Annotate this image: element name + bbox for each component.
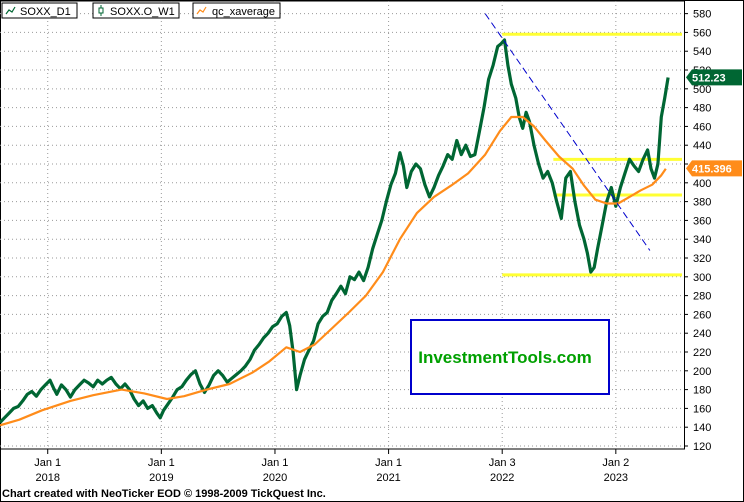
- legend-label-price: SOXX_D1: [20, 6, 71, 18]
- grid-lines: [0, 1, 684, 449]
- x-tick-label: Jan 3: [489, 457, 516, 469]
- x-tick-label: Jan 1: [375, 457, 402, 469]
- legend-label-weekly: SOXX.O_W1: [110, 6, 175, 18]
- watermark-box: [410, 319, 610, 395]
- y-tick-label: 500: [693, 84, 711, 96]
- series-layer: [0, 38, 670, 427]
- y-tick-label: 480: [693, 103, 711, 115]
- x-tick-year: 2022: [490, 472, 514, 484]
- y-tick-label: 540: [693, 46, 711, 58]
- average-value-tag: 415.396: [686, 160, 742, 177]
- legend: SOXX_D1 SOXX.O_W1 qc_xaverage: [1, 2, 281, 19]
- last-price-value: 512.23: [692, 72, 726, 84]
- last-price-tag: 512.23: [686, 69, 742, 86]
- x-tick-label: Jan 1: [34, 457, 61, 469]
- line-icon: [5, 6, 16, 15]
- price-series-line: [0, 38, 670, 424]
- y-tick-label: 380: [693, 197, 711, 209]
- x-tick-year: 2019: [149, 472, 173, 484]
- legend-box-price: [1, 2, 78, 19]
- legend-label-average: qc_xaverage: [212, 6, 275, 18]
- x-tick-year: 2020: [263, 472, 287, 484]
- x-tick-year: 2023: [604, 472, 628, 484]
- x-axis: Jan 1 2018 Jan 1 2019 Jan 1 2020 Jan 1 2021 Jan …: [34, 449, 629, 484]
- y-tick-label: 140: [693, 422, 711, 434]
- trendline-layer: [484, 13, 651, 251]
- x-tick-label: Jan 2: [602, 457, 629, 469]
- x-tick-year: 2018: [35, 472, 59, 484]
- x-tick-label: Jan 1: [148, 457, 175, 469]
- y-tick-label: 560: [693, 27, 711, 39]
- y-tick-label: 440: [693, 140, 711, 152]
- y-tick-label: 340: [693, 234, 711, 246]
- average-series-line: [0, 115, 667, 427]
- y-tick-label: 320: [693, 253, 711, 265]
- y-tick-label: 280: [693, 291, 711, 303]
- y-tick-label: 360: [693, 215, 711, 227]
- y-tick-label: 200: [693, 366, 711, 378]
- candle-icon: [98, 5, 104, 16]
- y-tick-label: 220: [693, 347, 711, 359]
- y-tick-label: 160: [693, 403, 711, 415]
- y-tick-label: 120: [693, 441, 711, 453]
- y-tick-label: 580: [693, 9, 711, 21]
- y-tick-label: 460: [693, 121, 711, 133]
- x-tick-year: 2021: [376, 472, 400, 484]
- x-tick-label: Jan 1: [262, 457, 289, 469]
- y-tick-label: 180: [693, 385, 711, 397]
- legend-box-weekly: [92, 2, 180, 19]
- line-icon: [196, 6, 207, 15]
- watermark-text: InvestmentTools.com: [418, 348, 592, 367]
- y-tick-label: 260: [693, 309, 711, 321]
- footer-credit: Chart created with NeoTicker EOD © 1998-…: [2, 488, 326, 500]
- trendline: [484, 13, 651, 251]
- y-tick-label: 300: [693, 272, 711, 284]
- y-tick-label: 240: [693, 328, 711, 340]
- average-value: 415.396: [692, 163, 732, 175]
- legend-box-average: [192, 2, 281, 19]
- y-tick-label: 400: [693, 178, 711, 190]
